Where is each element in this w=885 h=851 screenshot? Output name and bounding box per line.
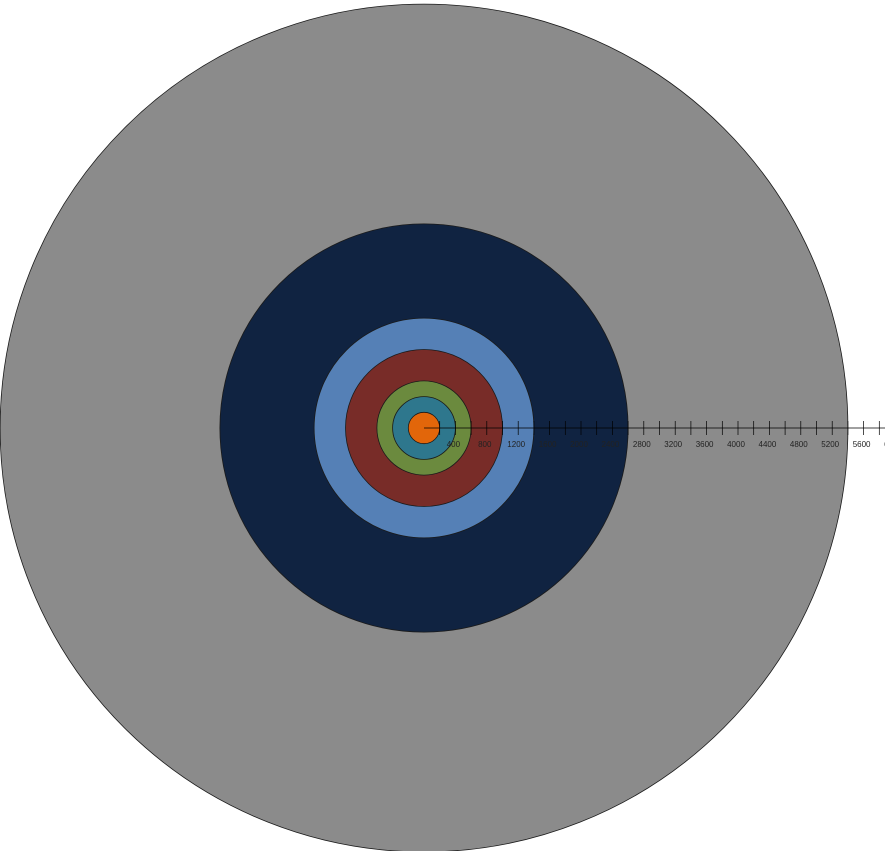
axis-tick-label-5600: 5600: [853, 440, 871, 449]
axis-tick-label-4400: 4400: [759, 440, 777, 449]
axis-tick-label-3200: 3200: [664, 440, 682, 449]
axis-tick-label-800: 800: [478, 440, 492, 449]
axis-tick-label-2000: 2000: [570, 440, 588, 449]
axis-tick-label-3600: 3600: [696, 440, 714, 449]
circles-layer: [0, 3, 849, 851]
axis-tick-label-1200: 1200: [507, 440, 525, 449]
distance-axis: 400 800 1200 1600 2000 2400 2800 3200 3600 4000 44…: [424, 421, 885, 449]
axis-tick-label-2400: 2400: [602, 440, 620, 449]
axis-tick-label-4800: 4800: [790, 440, 808, 449]
axis-tick-label-2800: 2800: [633, 440, 651, 449]
axis-tick-label-4000: 4000: [727, 440, 745, 449]
axis-tick-label-5200: 5200: [821, 440, 839, 449]
axis-tick-label-1600: 1600: [539, 440, 557, 449]
axis-tick-label-400: 400: [447, 440, 461, 449]
